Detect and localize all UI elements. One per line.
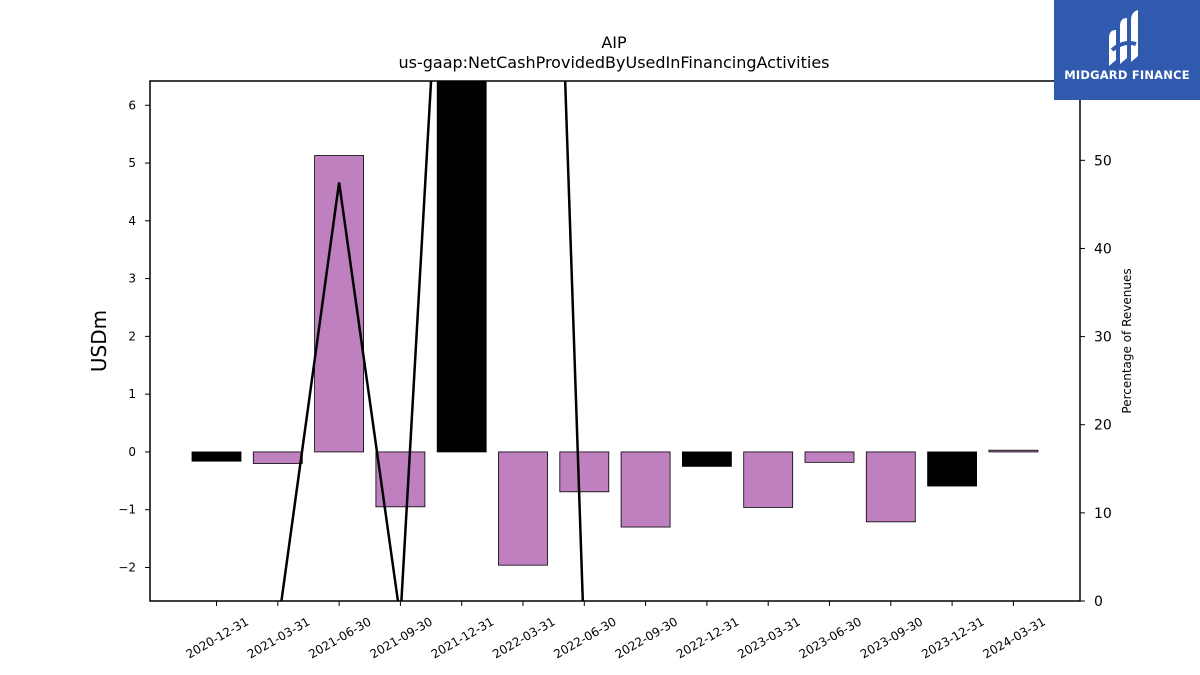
y-axis: −2 −1 0 1 2 3 4 5 6 <box>118 98 150 574</box>
chart-subtitle: us-gaap:NetCashProvidedByUsedInFinancing… <box>398 53 829 72</box>
y-tick-label: 3 <box>128 272 136 286</box>
y2-tick-label: 50 <box>1094 153 1112 169</box>
y2-tick-label: 10 <box>1094 506 1112 522</box>
bar <box>988 449 1039 453</box>
y-tick-label: −1 <box>118 503 136 517</box>
bar <box>743 451 794 508</box>
x-tick-label: 2023-06-30 <box>797 614 864 661</box>
line-group <box>280 81 585 601</box>
bar <box>927 451 977 487</box>
series-line <box>280 81 585 601</box>
x-tick-label: 2021-06-30 <box>306 614 373 661</box>
logo-icon <box>1054 0 1200 100</box>
y-tick-label: 6 <box>128 98 136 112</box>
y-tick-label: 2 <box>128 329 136 343</box>
bar <box>436 81 487 453</box>
bar <box>559 451 610 493</box>
y2-tick-label: 0 <box>1094 594 1103 610</box>
bar <box>865 451 916 523</box>
bar <box>804 451 855 463</box>
chart-title: AIP <box>601 33 627 52</box>
brand-logo: MIDGARD FINANCE <box>1054 0 1200 100</box>
y-tick-label: 1 <box>128 387 136 401</box>
y2-axis: 0 10 20 30 40 50 <box>1080 153 1112 610</box>
y-tick-label: 4 <box>128 214 136 228</box>
y2-axis-label: Percentage of Revenues <box>1120 268 1134 413</box>
x-tick-label: 2023-09-30 <box>858 614 925 661</box>
x-tick-label: 2021-12-31 <box>429 614 496 661</box>
y-tick-label: 5 <box>128 156 136 170</box>
bar <box>191 451 242 462</box>
x-tick-label: 2022-06-30 <box>551 614 618 661</box>
logo-text: MIDGARD FINANCE <box>1064 68 1190 82</box>
x-tick-label: 2021-09-30 <box>367 614 434 661</box>
y-tick-label: 0 <box>128 445 136 459</box>
y-tick-label: −2 <box>118 560 136 574</box>
x-tick-label: 2024-03-31 <box>980 614 1047 661</box>
y2-tick-label: 40 <box>1094 241 1112 257</box>
bar <box>620 451 671 528</box>
plot-frame <box>149 80 1081 602</box>
y2-tick-label: 20 <box>1094 418 1112 434</box>
bar <box>498 451 548 566</box>
bar <box>682 451 732 467</box>
bar <box>252 451 303 464</box>
x-tick-label: 2022-12-31 <box>674 614 741 661</box>
x-tick-label: 2022-09-30 <box>613 614 680 661</box>
x-tick-label: 2022-03-31 <box>490 614 557 661</box>
x-tick-label: 2020-12-31 <box>184 614 251 661</box>
bar-group <box>191 81 1039 566</box>
x-tick-label: 2023-12-31 <box>919 614 986 661</box>
y-axis-label: USDm <box>87 310 111 372</box>
y2-tick-label: 30 <box>1094 330 1112 346</box>
x-axis: 2020-12-312021-03-312021-06-302021-09-30… <box>184 601 1048 661</box>
x-tick-label: 2023-03-31 <box>735 614 802 661</box>
x-tick-label: 2021-03-31 <box>245 614 312 661</box>
